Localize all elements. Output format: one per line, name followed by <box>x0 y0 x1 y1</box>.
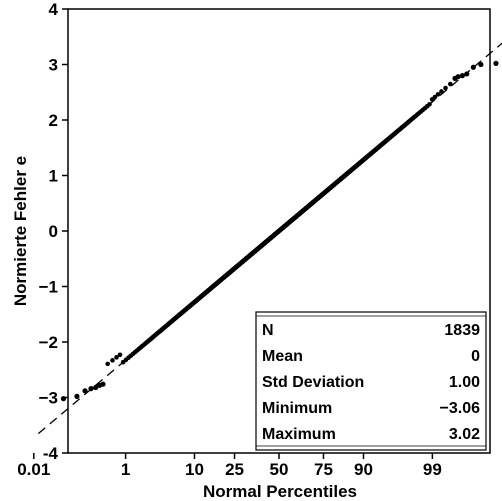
x-tick-label: 50 <box>270 460 289 479</box>
data-point <box>105 361 110 367</box>
data-point <box>455 74 461 80</box>
x-axis: 0.01110255075909999.99 <box>17 453 442 479</box>
y-axis: -4 −3 −2 −1 0 1 2 3 4 <box>39 0 68 463</box>
data-point <box>427 101 432 107</box>
stat-value-mean: 0 <box>471 348 480 365</box>
data-point <box>493 60 499 66</box>
y-tick-label: −2 <box>39 333 58 352</box>
data-point <box>470 64 476 70</box>
data-point <box>459 73 466 79</box>
x-axis-title: Normal Percentiles <box>203 482 357 501</box>
y-tick-label: 3 <box>49 56 58 75</box>
statistics-box: N 1839 Mean 0 Std Deviation 1.00 Minimum… <box>255 311 487 451</box>
data-point <box>448 81 453 87</box>
data-point <box>435 92 441 97</box>
stat-value-n: 1839 <box>444 322 480 339</box>
y-tick-label: 0 <box>49 222 58 241</box>
stat-label-std: Std Deviation <box>262 374 364 391</box>
data-point <box>443 85 448 91</box>
x-tick-label: 25 <box>225 460 244 479</box>
data-point <box>114 355 119 360</box>
data-point <box>464 71 470 77</box>
x-tick-label: 90 <box>354 460 373 479</box>
y-tick-label: −1 <box>39 278 58 297</box>
stat-label-n: N <box>262 322 274 339</box>
x-tick-label: 99 <box>423 460 442 479</box>
data-point <box>432 94 438 100</box>
data-point <box>93 384 99 391</box>
data-point <box>74 393 80 399</box>
stat-value-min: −3.06 <box>440 400 481 417</box>
data-point <box>82 388 88 394</box>
y-axis-title: Normierte Fehler e <box>11 156 30 306</box>
data-point <box>117 352 123 358</box>
stat-value-std: 1.00 <box>449 374 480 391</box>
data-point <box>478 61 484 68</box>
data-point <box>110 358 115 363</box>
data-points <box>60 60 499 402</box>
y-tick-label: 2 <box>49 111 58 130</box>
reference-line <box>37 42 502 435</box>
stat-value-max: 3.02 <box>449 426 480 443</box>
y-tick-label: -4 <box>43 444 59 463</box>
data-point <box>439 89 444 94</box>
stat-label-max: Maximum <box>262 426 336 443</box>
stat-label-min: Minimum <box>262 400 332 417</box>
data-point <box>60 396 67 402</box>
y-tick-label: −3 <box>39 389 58 408</box>
stat-label-mean: Mean <box>262 348 303 365</box>
data-point <box>88 386 94 392</box>
x-tick-label: 75 <box>314 460 333 479</box>
y-tick-label: 1 <box>49 167 58 186</box>
statistics-box-border <box>255 311 487 451</box>
x-tick-label: 0.01 <box>17 460 50 479</box>
x-tick-label: 1 <box>121 460 130 479</box>
y-tick-label: 4 <box>49 0 59 19</box>
data-point <box>100 381 106 387</box>
x-tick-label: 10 <box>185 460 204 479</box>
